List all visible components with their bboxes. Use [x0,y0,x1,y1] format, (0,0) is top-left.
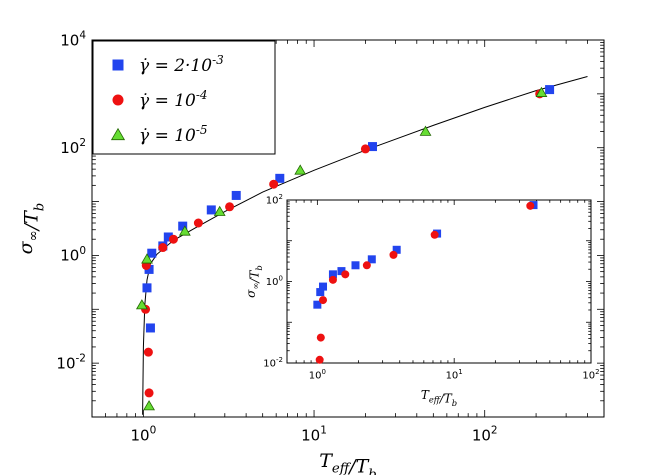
legend-label: γ̇ = 10-5 [139,123,208,146]
legend: γ̇ = 2·10-3 γ̇ = 10-4 γ̇ = 10-5 [92,40,276,155]
square-data-point [142,283,152,293]
legend-marker-square [112,59,124,71]
y-tick-label: 100 [266,275,283,289]
square-data-point [337,267,346,276]
circle-data-point [158,243,168,253]
circle-data-point [430,230,439,239]
x-axis-label: Teff/Tb [421,388,457,408]
triangle-data-point [213,205,226,216]
legend-label: γ̇ = 10-4 [139,88,208,111]
legend-marker-circle [112,94,124,106]
square-data-point [145,323,155,333]
x-tick-label: 102 [472,425,498,445]
x-tick-label: 101 [301,425,327,445]
square-data-point [392,245,401,254]
y-tick-label: 10-2 [56,353,86,373]
square-data-point [316,288,325,297]
square-data-point [147,248,157,258]
circle-data-point [168,234,178,244]
triangle-data-point [141,253,153,264]
inset-plot: 100 101 102 10-2 100 102 Teff/Tb σ∞/Tb [244,193,600,408]
square-data-point [178,221,188,231]
x-tick-label: 102 [582,368,599,382]
legend-marker-triangle [110,127,126,141]
circle-data-point [360,144,370,154]
circle-data-point [144,388,154,398]
x-tick-label: 100 [309,368,326,382]
y-tick-label: 102 [60,137,86,157]
triangle-data-point [135,299,148,310]
square-data-point [163,232,173,242]
y-tick-label: 10-2 [263,356,283,370]
circle-data-point [269,179,279,189]
circle-data-point [389,250,398,259]
circle-data-point [526,201,535,210]
square-data-point [206,205,216,215]
triangle-data-point [143,400,155,411]
circle-data-point [328,275,337,284]
square-data-point [367,142,377,152]
circle-data-point [341,270,350,279]
y-axis-label: σ∞/Tb [244,265,264,298]
circle-data-point [193,218,203,228]
square-data-point [545,85,555,95]
plot-frame [286,199,592,364]
square-data-point [231,190,241,200]
y-tick-label: 102 [266,193,283,207]
square-data-point [351,261,360,270]
circle-data-point [319,296,328,305]
y-tick-label: 104 [60,30,86,50]
circle-data-point [362,261,371,270]
fit-curve [142,76,588,415]
triangle-data-point [294,164,307,175]
triangle-data-point [535,86,548,97]
circle-data-point [315,355,324,364]
square-data-point [144,264,154,274]
x-tick-label: 101 [446,368,463,382]
y-axis-label: σ∞/Tb [15,203,47,255]
square-data-point [367,255,376,264]
square-data-point [275,173,285,183]
square-data-point [319,282,328,291]
square-data-point [328,270,337,279]
circle-data-point [316,333,325,342]
circle-data-point [143,347,153,357]
y-tick-label: 100 [60,245,86,265]
legend-label: γ̇ = 2·10-3 [139,53,224,76]
circle-data-point [225,202,235,212]
triangle-data-point [178,225,191,236]
triangle-data-point [419,125,432,136]
x-axis-label: Teff/Tb [319,450,377,475]
square-data-point [313,300,322,309]
x-tick-label: 100 [130,425,156,445]
